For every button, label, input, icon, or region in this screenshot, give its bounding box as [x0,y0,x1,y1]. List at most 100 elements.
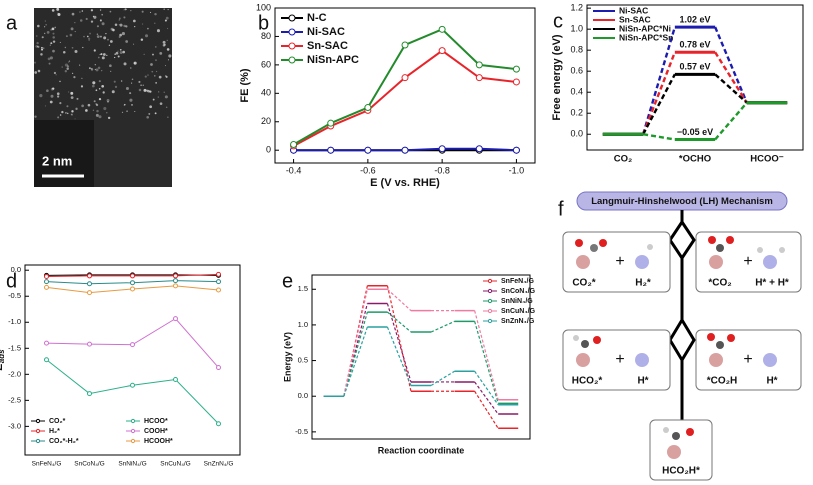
speckle [55,74,57,76]
speckle [167,116,169,118]
speckle [119,48,122,51]
state-label: H* [766,376,777,387]
atom [667,445,681,459]
speckle [37,45,39,48]
connector [714,101,748,141]
speckle [113,80,116,83]
speckle [49,56,53,60]
speckle [44,32,46,35]
speckle [66,65,70,68]
data-point [475,61,483,69]
legend-label: NiSn-APC [307,54,359,66]
legend-marker [130,428,136,434]
speckle [143,53,145,55]
speckle [108,44,111,47]
speckle [81,10,84,12]
speckle [129,98,133,102]
speckle [118,24,120,26]
speckle [121,31,125,36]
state-label: *CO₂ [708,278,731,289]
speckle [35,45,38,48]
x-tick-label: SnZnN₄/G [204,461,234,468]
speckle [147,89,150,93]
speckle [118,36,121,38]
plus: + [615,253,624,270]
x-tick-label: -0.6 [360,165,376,175]
speckle [123,16,126,19]
connector [642,51,676,135]
x-axis-label: Reaction coordinate [378,445,465,455]
x-tick-label: -0.4 [286,165,302,175]
speckle [83,35,85,38]
speckle [140,84,142,86]
state-label: H* + H* [755,278,789,289]
speckle [81,104,84,108]
speckle [114,23,118,27]
speckle [98,98,102,101]
speckle [125,86,129,90]
speckle [59,102,62,105]
atom [576,255,590,269]
speckle [141,23,144,25]
speckle [91,84,95,88]
data-point [173,273,178,279]
speckle [157,96,159,98]
speckle [119,33,122,37]
speckle [118,19,120,21]
panel-label: e [282,270,293,292]
data-point [438,145,446,153]
x-tick-label: *OCHO [679,154,711,165]
speckle [165,75,168,78]
speckle [97,66,101,70]
legend-label: Sn-SAC [619,14,651,24]
data-label: 0.57 eV [679,62,710,72]
legend-label: COOH* [144,428,168,435]
atom [576,353,590,367]
data-point [512,65,520,73]
speckle [82,46,84,49]
speckle [66,112,69,115]
speckle [57,12,61,17]
data-point [44,357,49,363]
speckle [162,40,166,44]
speckle [65,35,68,38]
speckle [165,106,168,109]
speckle [150,11,152,13]
speckle [79,19,83,22]
speckle [53,71,57,75]
speckle [140,38,144,41]
speckle [102,53,106,56]
speckle [151,70,154,73]
connector [474,310,499,400]
speckle [154,75,156,77]
legend-label: HCOO* [144,418,168,425]
speckle [119,23,123,27]
y-tick-label: 80 [261,31,271,41]
legend-marker [288,14,296,22]
speckle [34,71,38,74]
y-tick-label: 0.2 [570,108,583,118]
mechanism-diagram: Langmuir-Hinshelwood (LH) Mechanism CO₂*… [562,191,802,481]
legend-label: SnZnN₄/G [501,318,535,325]
y-tick-label: -1.5 [8,343,21,352]
speckle [79,64,81,66]
speckle [44,105,47,107]
speckle [123,9,125,11]
data-point [87,391,92,397]
speckle [114,56,116,59]
speckle [138,80,141,84]
x-tick-label: SnCoN₄/G [74,461,104,468]
speckle [106,54,108,57]
x-tick-label: SnCuN₄/G [160,461,190,468]
data-point [173,316,178,322]
speckle [70,27,74,31]
connector [430,320,455,333]
y-tick-label: -0.5 [8,291,21,300]
speckle [149,105,153,109]
speckle [46,89,49,93]
speckle [106,98,110,102]
atom [763,255,777,269]
speckle [56,95,60,98]
data-point [364,104,372,112]
speckle [164,65,167,67]
